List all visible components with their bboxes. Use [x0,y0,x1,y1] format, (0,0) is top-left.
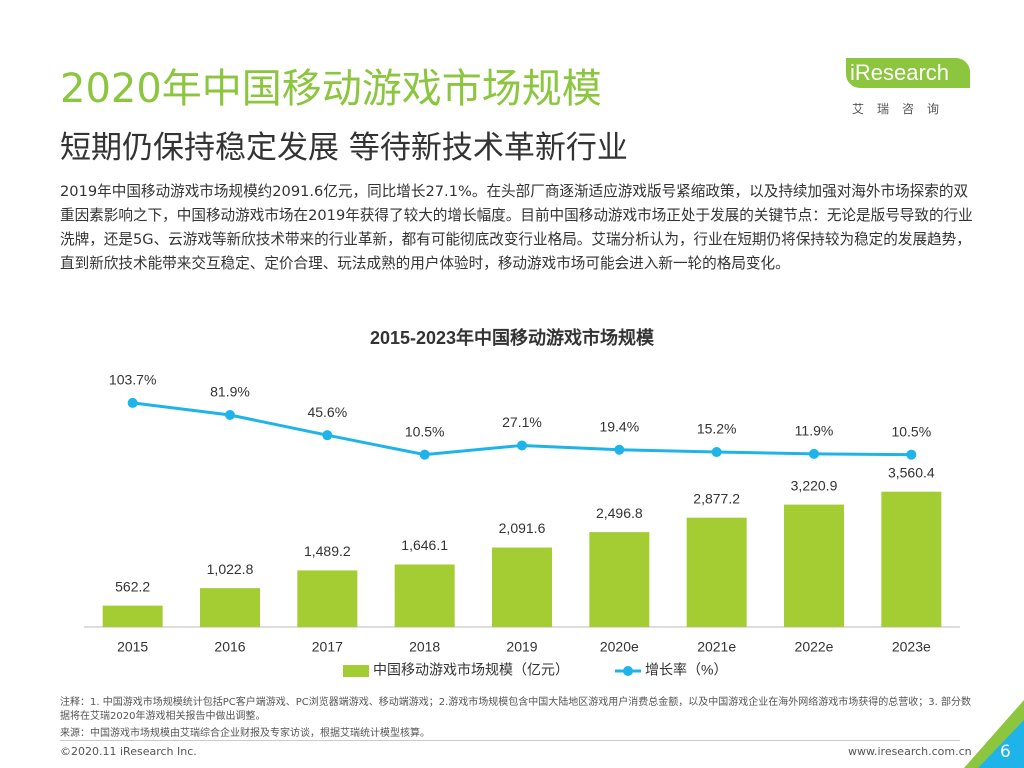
line-marker [906,449,917,460]
line-label: 19.4% [599,418,639,434]
line-label: 11.9% [795,423,834,439]
x-tick-label: 2021e [697,639,736,655]
legend-label: 中国移动游戏市场规模（亿元） [373,662,569,678]
bar [686,517,747,627]
x-tick-label: 2022e [795,639,834,655]
page-number: 6 [1000,742,1011,762]
line-label: 10.5% [405,423,445,439]
bar-label: 2,091.6 [499,520,546,536]
bar [589,532,650,627]
bar-label: 562.2 [115,578,150,594]
bar-label: 2,496.8 [596,505,643,521]
x-tick-label: 2020e [600,639,639,655]
subtitle: 短期仍保持稳定发展 等待新技术革新行业 [60,130,628,166]
bar-label: 2,877.2 [693,490,740,506]
line-label: 10.5% [891,423,931,439]
notes: 注释：1. 中国游戏市场规模统计包括PC客户端游戏、PC浏览器端游戏、移动端游戏… [60,697,972,722]
line-marker [127,397,138,408]
bar-label: 1,489.2 [304,543,351,559]
x-tick-label: 2017 [312,639,343,655]
line-label: 15.2% [697,421,737,437]
line-marker [419,449,430,460]
bar [102,605,163,627]
line-marker [809,448,819,459]
line-label: 27.1% [502,414,542,430]
legend-label: 增长率（%） [645,662,727,678]
line-marker [614,444,625,455]
line-marker [711,447,722,458]
bar [297,570,358,627]
footer-rule [60,740,960,741]
corner [964,700,1024,768]
bar-label: 1,022.8 [207,561,254,577]
line-marker [225,410,235,421]
bar-label: 3,220.9 [791,477,838,493]
legend-swatch [343,665,369,677]
bar-label: 1,646.1 [401,537,448,553]
footer-url: www.iresearch.com.cn [848,745,972,758]
source: 来源：中国游戏市场规模由艾瑞综合企业财报及专家访谈，根据艾瑞统计模型核算。 [60,728,430,739]
bar [784,504,844,627]
logo-box [846,58,970,88]
title: 2020年中国移动游戏市场规模 [60,66,602,112]
bar [881,491,942,627]
copyright: ©2020.11 iResearch Inc. [60,745,197,758]
body-text: 2019年中国移动游戏市场规模约2091.6亿元，同比增长27.1%。在头部厂商… [60,183,973,272]
chart: 2015-2023年中国移动游戏市场规模 2015 2016 2017 2018 201… [84,327,960,678]
line-label: 81.9% [210,384,250,400]
line-marker [517,440,527,451]
x-tick-label: 2015 [117,639,148,655]
corner-blue [978,720,1024,768]
x-tick-label: 2023e [892,639,931,655]
logo-sub: 艾瑞咨询 [852,102,953,116]
x-tick-label: 2018 [409,639,440,655]
bar [200,588,260,627]
line-label: 45.6% [307,404,347,420]
bar-label: 3,560.4 [888,464,935,480]
chart-title: 2015-2023年中国移动游戏市场规模 [370,327,655,348]
legend-marker [623,666,633,676]
line-marker [322,430,333,441]
bar [394,564,455,627]
x-tick-label: 2016 [214,639,245,655]
bar [492,547,552,627]
x-tick-label: 2019 [506,639,537,655]
line-label: 103.7% [109,372,156,388]
logo: iResearch [850,60,950,85]
